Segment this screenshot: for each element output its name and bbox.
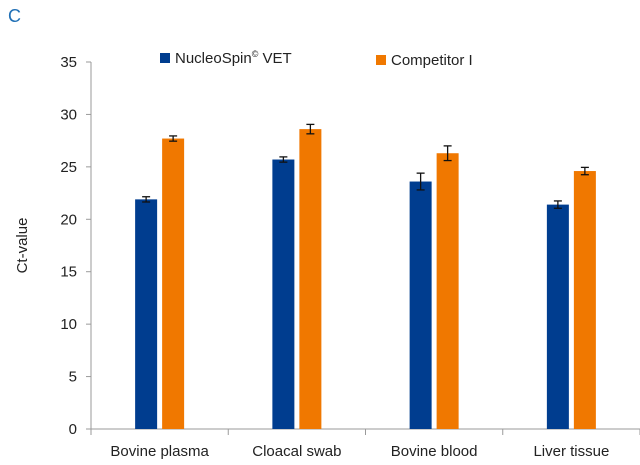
legend: NucleoSpin© VET Competitor I (160, 49, 473, 69)
x-tick-label: Liver tissue (533, 443, 609, 460)
y-tick-label: 20 (60, 211, 77, 228)
y-tick-label: 0 (69, 421, 77, 438)
y-tick-label: 25 (60, 159, 77, 176)
legend-swatch (376, 55, 386, 65)
bar (299, 129, 322, 429)
legend-swatch (160, 53, 170, 63)
y-tick-label: 10 (60, 316, 77, 333)
bar (573, 171, 596, 429)
bar-group (135, 129, 596, 429)
tick-group: 0 5 10 15 20 25 30 35 Bovine plasma Cloacal swab B… (60, 54, 640, 460)
bar (162, 138, 185, 429)
y-tick-label: 5 (69, 369, 77, 386)
bar (135, 199, 158, 429)
x-tick-label: Bovine blood (391, 443, 478, 460)
bar (409, 181, 432, 429)
bar (546, 204, 569, 429)
y-tick-label: 35 (60, 54, 77, 71)
y-tick-label: 15 (60, 264, 77, 281)
y-tick-label: 30 (60, 106, 77, 123)
bar (436, 153, 459, 429)
legend-label: Competitor I (391, 52, 473, 69)
legend-label: NucleoSpin© VET (175, 49, 292, 67)
error-bar-group (142, 123, 589, 209)
bar (272, 159, 295, 429)
x-tick-label: Cloacal swab (252, 443, 341, 460)
y-axis-label: Ct-value (14, 218, 31, 274)
panel-label: C (8, 6, 21, 26)
x-tick-label: Bovine plasma (110, 443, 209, 460)
